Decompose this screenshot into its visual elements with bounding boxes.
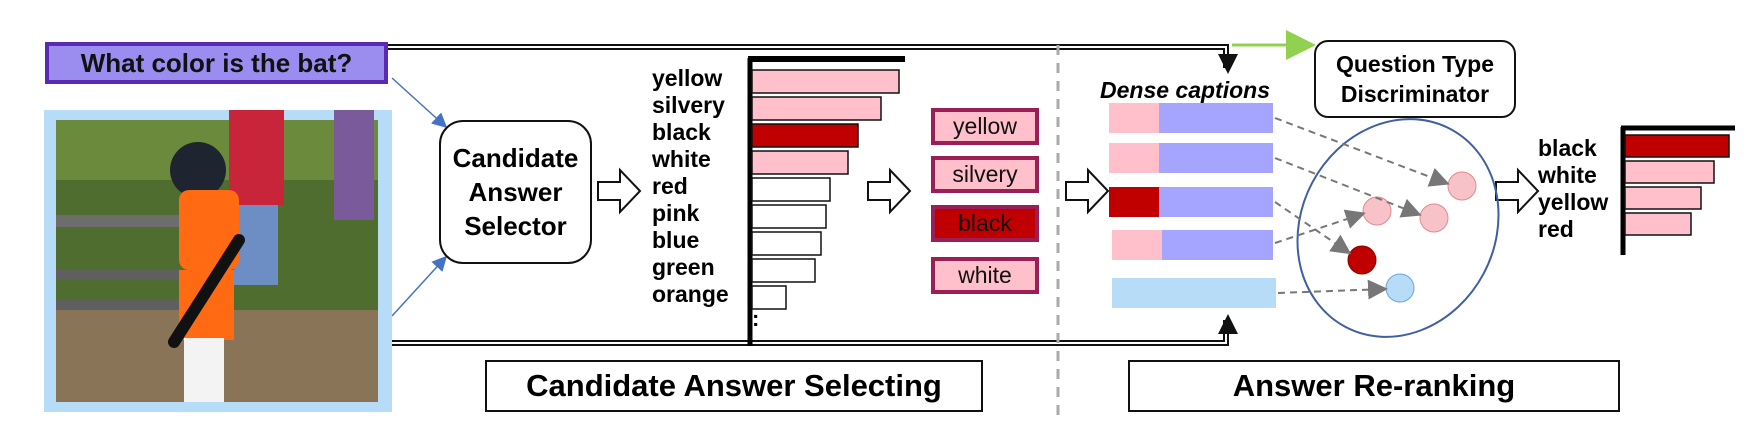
rank-label: pink [652,200,700,226]
rank-label: green [652,254,715,280]
candidate-box-silvery: silvery [931,156,1039,193]
ranking-bar-blue [751,231,822,256]
node-pink-1 [1447,171,1477,201]
rank-label: black [652,119,711,145]
rerank-label: yellow [1538,189,1609,215]
rerank-label: red [1538,216,1574,242]
hollow-arrow-4 [1495,167,1540,215]
reranked-bar-black [1624,134,1730,158]
baseball-photo [56,110,378,402]
reranked-labels: black white yellow red [1538,135,1608,243]
ranking-bar-silvery [751,96,882,121]
rank-label: silvery [652,92,725,118]
hollow-arrow-1 [597,167,642,215]
ranking-bar-black [751,123,859,148]
candidate-answer-selector: Candidate Answer Selector [439,120,592,264]
section-candidate-answer-selecting: Candidate Answer Selecting [485,360,983,412]
caption-bar-3-head [1109,187,1159,217]
ranking-bar-pink [751,204,827,229]
reranked-bar-white [1624,160,1715,184]
question-to-dense-line [388,44,1238,74]
qtd-line-1: Question Type [1335,51,1495,77]
ranking-ellipsis: : [752,306,760,331]
node-pink-3 [1419,203,1449,233]
input-image [44,110,392,412]
qtd-line-2: Discriminator [1340,81,1490,107]
rank-label: yellow [652,65,723,91]
reranked-bar-chart [1620,125,1735,255]
caption-bar-2-body [1159,143,1273,173]
candidate-box-yellow: yellow [931,108,1039,145]
ranking-bar-green [751,258,816,283]
caption-bar-1-head [1109,103,1159,133]
candidate-box-black: black [931,205,1039,242]
reranked-bar-red [1624,212,1692,236]
caption-bar-4-head [1112,230,1162,260]
rerank-label: white [1538,162,1597,188]
rank-label: red [652,173,688,199]
selector-line-3: Selector [464,211,567,241]
question-type-discriminator: Question Type Discriminator [1314,40,1516,118]
dense-captions-label: Dense captions [1100,77,1270,103]
caption-bar-5 [1112,278,1276,308]
ranking-bar-yellow [751,69,900,94]
hollow-arrow-2 [867,167,912,215]
caption-bar-4-body [1162,230,1273,260]
ranking-bar-orange [751,285,787,310]
caption-bar-2-head [1109,143,1159,173]
selector-line-2: Answer [468,177,563,207]
ranking-bar-chart [747,56,905,346]
selector-line-1: Candidate [452,143,579,173]
rank-label: blue [652,227,700,253]
ranking-bar-red [751,177,831,202]
question-box: What color is the bat? [45,42,388,84]
candidate-box-white: white [931,257,1039,294]
dense-caption-bars [1109,103,1276,308]
rank-label: white [652,146,711,172]
image-to-dense-line [392,314,1238,346]
ranking-bar-white [751,150,849,175]
hollow-arrow-3 [1065,167,1110,215]
node-pink-2 [1362,196,1392,226]
reranked-bar-yellow [1624,186,1702,210]
rerank-label: black [1538,135,1597,161]
caption-bar-3-body [1159,187,1273,217]
ranking-labels: yellow silvery black white red pink blue… [652,65,729,308]
caption-bar-1-body [1159,103,1273,133]
question-to-selector-arrow [391,77,448,129]
embedding-cluster [1296,118,1500,338]
node-red [1347,245,1377,275]
rank-label: orange [652,281,729,307]
mapping-arrows [1274,117,1450,300]
section-answer-reranking: Answer Re-ranking [1128,360,1620,412]
image-to-selector-arrow [391,255,448,317]
node-blue [1385,273,1415,303]
